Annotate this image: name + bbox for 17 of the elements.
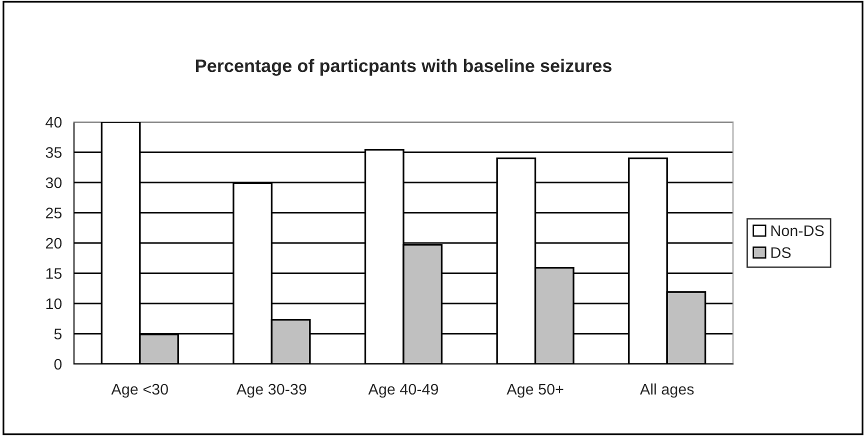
legend-label: DS (771, 247, 791, 258)
y-tick-label: 40 (46, 116, 62, 128)
y-tick-label: 15 (46, 268, 62, 279)
x-tick-label: Age 40-49 (368, 384, 438, 398)
y-tick-label: 20 (46, 238, 62, 249)
x-tick-label: All ages (640, 383, 694, 398)
x-tick-label: Age 50+ (506, 384, 564, 398)
x-tick-label: Age <30 (111, 384, 168, 398)
y-tick-label: 35 (46, 147, 62, 158)
y-tick-label: 10 (46, 298, 62, 310)
y-tick-label: 0 (54, 358, 62, 370)
chart-title: Percentage of particpants with baseline seizures (196, 58, 612, 76)
legend-label: Non-DS (771, 225, 824, 236)
y-tick-label: 5 (54, 328, 62, 340)
x-tick-label: Age 30-39 (236, 384, 306, 398)
y-tick-label: 25 (46, 208, 62, 218)
y-tick-label: 30 (46, 177, 62, 188)
